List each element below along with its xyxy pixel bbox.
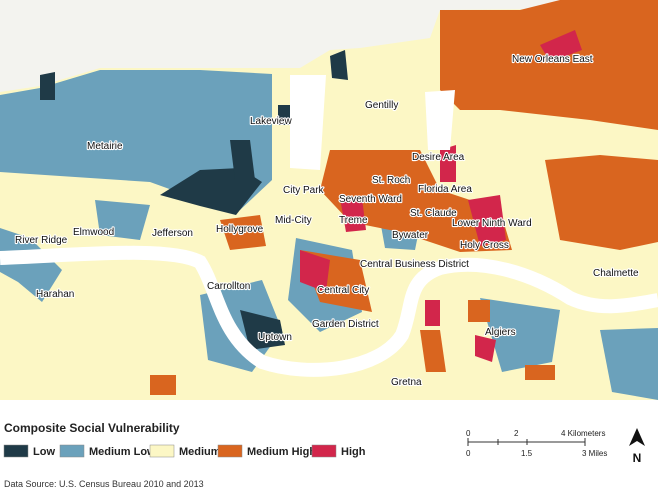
scale-bar: 0 2 4 Kilometers 0 1.5 3 Miles	[466, 429, 607, 458]
legend-label: Medium Low	[89, 446, 156, 458]
place-label: Hollygrove	[216, 224, 264, 235]
legend-label: High	[341, 446, 366, 458]
legend-swatch	[217, 444, 243, 458]
place-label: Bywater	[392, 230, 429, 241]
legend-label: Medium	[179, 446, 221, 458]
north-arrow-icon	[629, 428, 645, 446]
place-label: Holy Cross	[460, 240, 509, 251]
place-label: Metairie	[87, 141, 123, 152]
place-label: Lower Ninth Ward	[452, 218, 532, 229]
scale-label: 1.5	[521, 449, 533, 458]
lake	[0, 0, 658, 92]
river	[0, 245, 658, 377]
place-label: Central City	[317, 285, 369, 296]
place-label: Carrollton	[207, 281, 250, 292]
place-label: Mid-City	[275, 215, 312, 226]
place-label: St. Claude	[410, 208, 457, 219]
place-label: Treme	[339, 215, 368, 226]
legend-swatch	[59, 444, 85, 458]
scale-label: 0	[466, 429, 471, 438]
low-areas	[40, 50, 348, 350]
data-source: Data Source: U.S. Census Bureau 2010 and…	[4, 479, 204, 489]
legend-label: Medium High	[247, 446, 316, 458]
place-label: City Park	[283, 185, 325, 196]
place-labels: New Orleans East Gentilly Lakeview Metai…	[14, 53, 640, 389]
place-label: Central Business District	[360, 259, 469, 270]
legend-title: Composite Social Vulnerability	[4, 421, 180, 435]
legend-swatch	[311, 444, 337, 458]
medium-high-areas	[150, 0, 658, 395]
north-label: N	[633, 451, 642, 465]
place-label: Garden District	[312, 319, 379, 330]
legend-swatch	[149, 444, 175, 458]
place-label: Uptown	[258, 332, 292, 343]
place-label: St. Roch	[372, 175, 410, 186]
scale-label: 0	[466, 449, 471, 458]
scale-label: 4 Kilometers	[561, 429, 605, 438]
place-label: Chalmette	[593, 268, 639, 279]
legend: Composite Social Vulnerability Low Medium…	[3, 421, 366, 458]
place-label: Jefferson	[152, 228, 193, 239]
place-label: Harahan	[36, 289, 74, 300]
place-label: River Ridge	[15, 235, 68, 246]
legend-label: Low	[33, 446, 55, 458]
place-label: Gretna	[391, 377, 422, 388]
high-areas	[300, 30, 582, 362]
scale-label: 3 Miles	[582, 449, 607, 458]
canals	[290, 75, 455, 170]
legend-swatch	[3, 444, 29, 458]
scale-label: 2	[514, 429, 519, 438]
place-label: Gentilly	[365, 100, 398, 111]
place-label: Lakeview	[250, 116, 292, 127]
place-label: Seventh Ward	[339, 194, 402, 205]
place-label: Algiers	[485, 327, 516, 338]
place-label: Elmwood	[73, 227, 114, 238]
place-label: New Orleans East	[512, 54, 593, 65]
north-arrow: N	[629, 428, 645, 465]
place-label: Florida Area	[418, 184, 472, 195]
map-area	[0, 0, 658, 400]
place-label: Desire Area	[412, 152, 465, 163]
